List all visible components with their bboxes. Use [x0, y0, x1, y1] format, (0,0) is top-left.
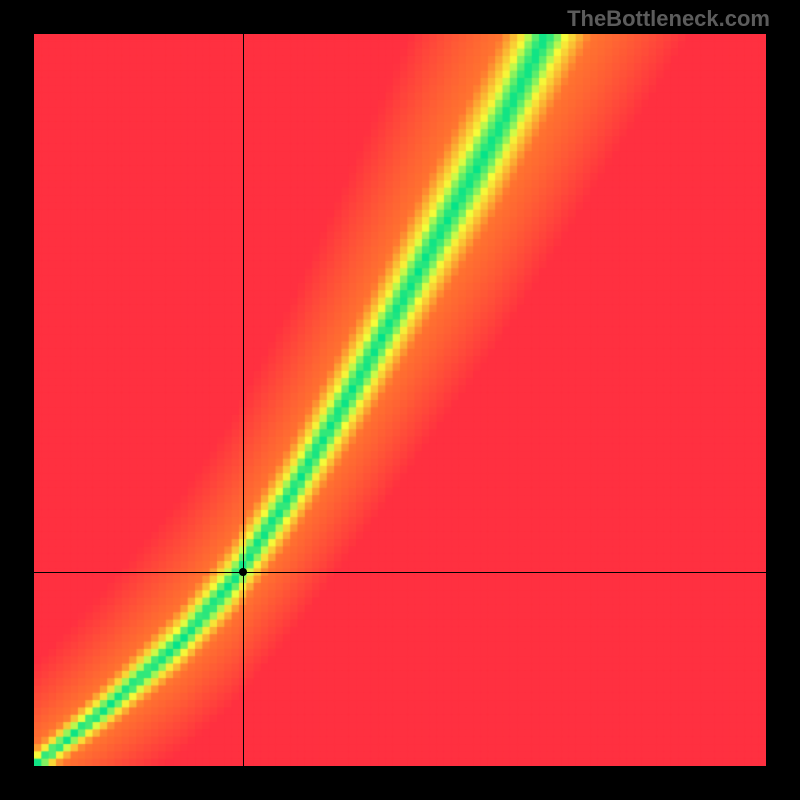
marker-dot: [239, 568, 247, 576]
heatmap-canvas: [34, 34, 766, 766]
crosshair-horizontal: [34, 572, 766, 573]
watermark-text: TheBottleneck.com: [567, 6, 770, 32]
crosshair-vertical: [243, 34, 244, 766]
heatmap-plot: [34, 34, 766, 766]
